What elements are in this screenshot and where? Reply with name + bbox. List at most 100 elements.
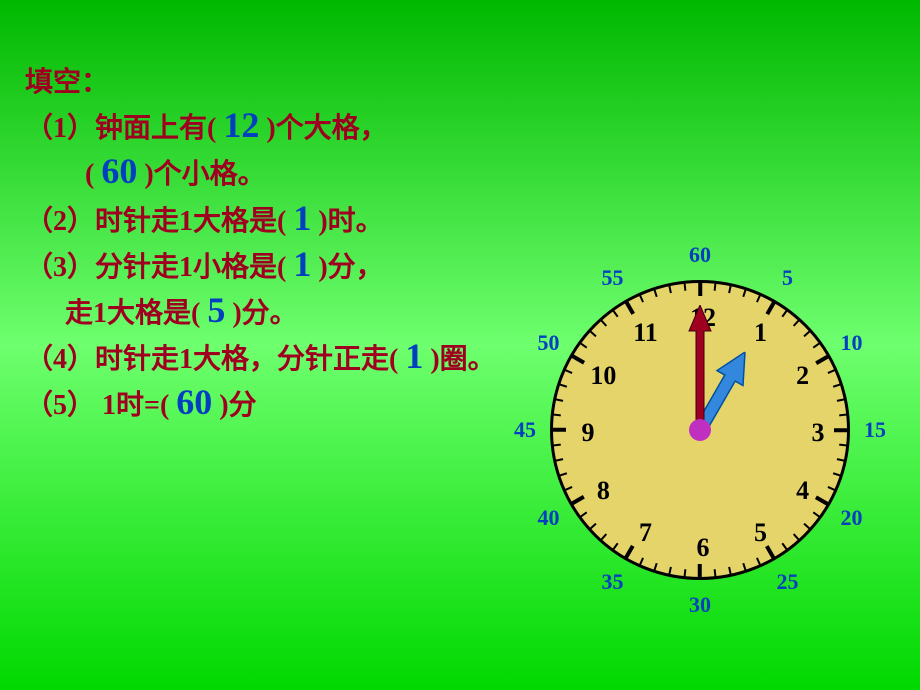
minute-label: 30: [689, 592, 711, 618]
tick-minor: [833, 472, 841, 476]
tick-minor: [668, 567, 672, 575]
tick-minor: [639, 557, 644, 565]
hour-number: 3: [812, 418, 825, 448]
q3-text-a: （3）分针走1小格是(: [25, 252, 286, 283]
tick-minor: [612, 310, 618, 318]
hour-number: 6: [697, 533, 710, 563]
minute-label: 60: [689, 242, 711, 268]
q3-answer-c: 5: [207, 292, 225, 328]
minute-label: 20: [841, 505, 863, 531]
minute-hand: [687, 305, 713, 430]
clock: 121234567891011 60510152025303540455055: [500, 250, 900, 650]
tick-major: [815, 354, 829, 364]
tick-major: [698, 282, 702, 296]
tick-minor: [839, 444, 847, 447]
hour-number: 7: [639, 518, 652, 548]
tick-major: [624, 545, 634, 559]
q5-answer: 60: [176, 384, 212, 420]
q3-text-d: )分。: [232, 298, 297, 329]
minute-label: 25: [777, 569, 799, 595]
q4-answer: 1: [405, 338, 423, 374]
hour-number: 5: [754, 518, 767, 548]
q4-text-a: （4）时针走1大格，分针正走(: [25, 344, 398, 375]
clock-face: 121234567891011: [550, 280, 850, 580]
tick-minor: [564, 486, 572, 491]
minute-label: 35: [602, 569, 624, 595]
q1-answer-a: 12: [223, 107, 259, 143]
q1-text-d: )个小格。: [144, 159, 265, 190]
tick-minor: [555, 458, 563, 462]
minute-label: 40: [537, 505, 559, 531]
tick-minor: [803, 523, 810, 530]
tick-minor: [813, 342, 821, 348]
tick-minor: [553, 444, 561, 447]
tick-minor: [793, 533, 800, 540]
tick-minor: [742, 289, 746, 297]
tick-major: [765, 301, 775, 315]
q2-text-b: )时。: [318, 206, 383, 237]
tick-major: [552, 428, 566, 432]
tick-minor: [653, 289, 657, 297]
hour-number: 11: [633, 318, 658, 348]
q1-text-a: （1）钟面上有(: [25, 113, 216, 144]
tick-minor: [589, 330, 596, 337]
tick-minor: [837, 398, 845, 402]
q1-line1: （1）钟面上有( 12 )个大格，: [25, 106, 585, 152]
tick-minor: [756, 294, 761, 302]
tick-minor: [756, 557, 761, 565]
tick-minor: [781, 310, 787, 318]
tick-minor: [728, 567, 732, 575]
tick-minor: [827, 369, 835, 374]
tick-minor: [600, 319, 607, 326]
tick-minor: [580, 342, 588, 348]
minute-label: 50: [537, 330, 559, 356]
q3-text-b: )分，: [318, 252, 383, 283]
tick-minor: [827, 486, 835, 491]
hour-number: 10: [590, 361, 616, 391]
tick-minor: [684, 569, 687, 577]
tick-minor: [742, 563, 746, 571]
tick-major: [834, 428, 848, 432]
minute-label: 15: [864, 417, 886, 443]
tick-minor: [600, 533, 607, 540]
tick-minor: [553, 414, 561, 417]
minute-label: 45: [514, 417, 536, 443]
q5-text-b: )分: [219, 390, 256, 421]
q3-answer-a: 1: [293, 246, 311, 282]
q1-line2: ( 60 )个小格。: [25, 152, 585, 198]
tick-minor: [589, 523, 596, 530]
q2-line: （2）时针走1大格是( 1 )时。: [25, 199, 585, 245]
tick-minor: [728, 285, 732, 293]
q4-text-b: )圈。: [430, 344, 495, 375]
tick-major: [571, 495, 585, 505]
tick-minor: [714, 569, 717, 577]
hour-number: 8: [597, 476, 610, 506]
tick-minor: [612, 543, 618, 551]
tick-major: [624, 301, 634, 315]
q2-text-a: （2）时针走1大格是(: [25, 206, 286, 237]
q1-text-b: )个大格，: [266, 113, 387, 144]
minute-label: 10: [841, 330, 863, 356]
tick-minor: [714, 283, 717, 291]
tick-minor: [668, 285, 672, 293]
tick-minor: [580, 511, 588, 517]
title: 填空：: [25, 60, 585, 106]
tick-minor: [639, 294, 644, 302]
q1-answer-c: 60: [101, 153, 137, 189]
clock-center: [689, 419, 711, 441]
tick-major: [815, 495, 829, 505]
tick-minor: [793, 319, 800, 326]
q2-answer: 1: [293, 200, 311, 236]
minute-label: 55: [602, 265, 624, 291]
tick-minor: [684, 283, 687, 291]
tick-minor: [564, 369, 572, 374]
tick-major: [698, 564, 702, 578]
tick-major: [571, 354, 585, 364]
q1-text-c: (: [85, 159, 94, 190]
tick-minor: [803, 330, 810, 337]
tick-minor: [833, 383, 841, 387]
hour-number: 1: [754, 318, 767, 348]
q3-text-c: 走1大格是(: [65, 298, 200, 329]
tick-minor: [781, 543, 787, 551]
minute-label: 5: [782, 265, 793, 291]
